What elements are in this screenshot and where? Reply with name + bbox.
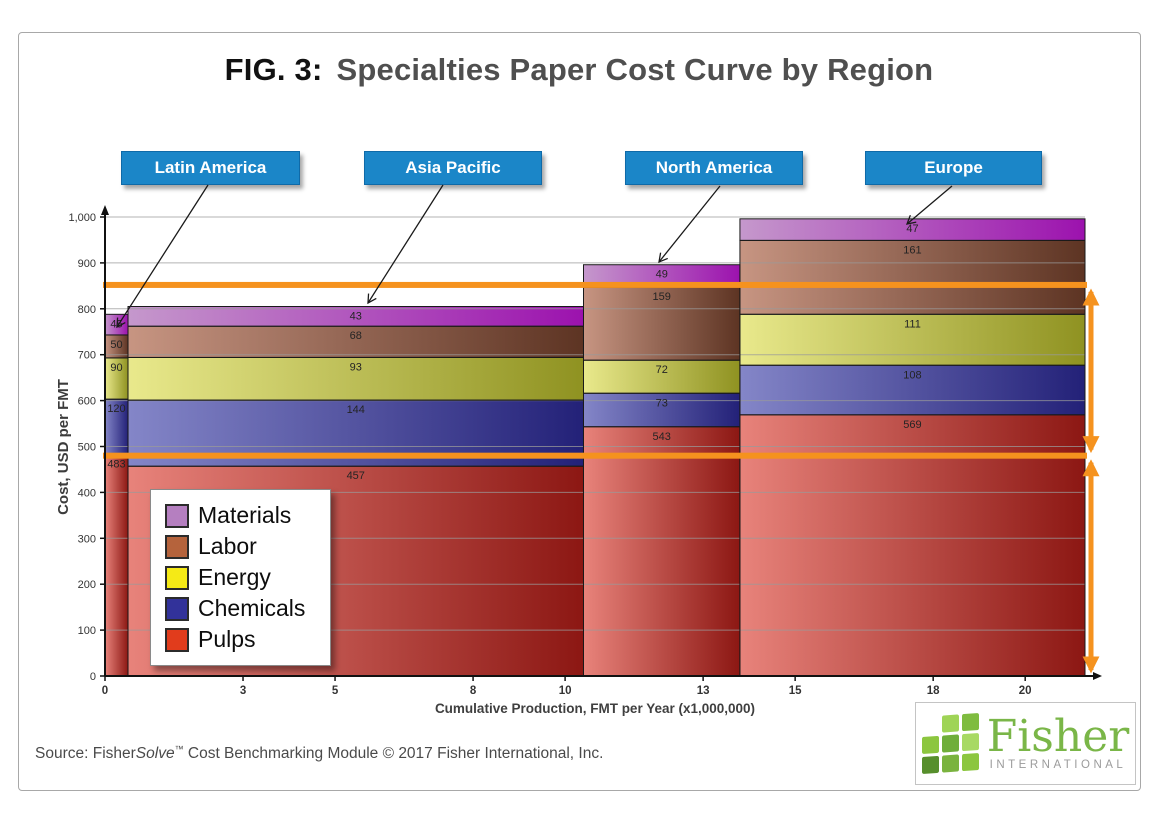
fisher-squares-icon bbox=[921, 713, 979, 774]
segment-value-label: 50 bbox=[110, 339, 122, 351]
y-tick-label: 500 bbox=[78, 442, 96, 454]
y-axis-title: Cost, USD per FMT bbox=[55, 379, 72, 515]
legend-item-labor: Labor bbox=[165, 531, 330, 562]
x-tick-label: 10 bbox=[559, 685, 572, 697]
bar-segment-labor bbox=[739, 240, 1085, 315]
segment-value-label: 93 bbox=[350, 361, 362, 373]
segment-value-label: 161 bbox=[903, 244, 921, 256]
x-tick-label: 0 bbox=[102, 685, 108, 697]
bar-segment-materials bbox=[583, 264, 740, 288]
bar-segment-energy bbox=[105, 357, 129, 400]
x-tick-label: 20 bbox=[1019, 685, 1032, 697]
y-tick-label: 900 bbox=[78, 258, 96, 270]
legend-item-chemicals: Chemicals bbox=[165, 593, 330, 624]
benchmark-hline bbox=[103, 452, 1087, 459]
bar-segment-pulps bbox=[583, 426, 740, 676]
x-axis-title: Cumulative Production, FMT per Year (x1,… bbox=[435, 701, 755, 716]
fisher-international-logo: Fisher INTERNATIONAL bbox=[915, 702, 1136, 785]
figure-title-text: Specialties Paper Cost Curve by Region bbox=[336, 52, 934, 87]
bar-segment-energy bbox=[583, 360, 740, 394]
segment-value-label: 108 bbox=[903, 369, 921, 381]
bar-segment-energy bbox=[128, 357, 584, 401]
logo-square bbox=[941, 754, 959, 773]
logo-square bbox=[961, 753, 979, 772]
callout-europe: Europe bbox=[865, 151, 1042, 185]
callout-latin-america: Latin America bbox=[121, 151, 300, 185]
segment-value-label: 68 bbox=[350, 330, 362, 342]
bar-segment-pulps bbox=[105, 454, 129, 676]
logo-square bbox=[961, 733, 979, 752]
callout-arrow-latin-america bbox=[116, 184, 209, 329]
chemicals-swatch-icon bbox=[165, 596, 189, 621]
y-tick-label: 0 bbox=[90, 671, 96, 683]
y-tick-label: 300 bbox=[78, 533, 96, 545]
labor-swatch-icon bbox=[165, 534, 189, 559]
logo-square bbox=[941, 714, 959, 733]
segment-value-label: 72 bbox=[656, 364, 668, 376]
segment-value-label: 47 bbox=[906, 223, 918, 235]
callout-north-america: North America bbox=[625, 151, 803, 185]
segment-value-label: 111 bbox=[904, 318, 921, 330]
callout-arrow-europe bbox=[905, 185, 953, 225]
materials-swatch-icon bbox=[165, 503, 189, 528]
segment-value-label: 159 bbox=[653, 291, 671, 303]
segment-value-label: 90 bbox=[110, 362, 122, 374]
bar-segment-chemicals bbox=[739, 365, 1085, 415]
bar-segment-labor bbox=[583, 287, 740, 361]
callout-arrow-asia-pacific bbox=[367, 184, 444, 305]
logo-square bbox=[921, 755, 939, 774]
logo-subtitle: INTERNATIONAL bbox=[989, 758, 1127, 771]
y-tick-label: 600 bbox=[78, 396, 96, 408]
segment-value-label: 569 bbox=[903, 419, 921, 431]
chart-legend: Materials Labor Energy Chemicals Pulps bbox=[150, 489, 331, 666]
y-axis-arrow-icon bbox=[101, 205, 109, 215]
segment-value-label: 43 bbox=[350, 311, 362, 323]
source-attribution: Source: FisherSolve™ Cost Benchmarking M… bbox=[35, 744, 604, 763]
bar-segment-chemicals bbox=[105, 399, 129, 455]
bar-segment-energy bbox=[739, 314, 1085, 366]
figure-number: FIG. 3: bbox=[224, 52, 323, 87]
legend-item-materials: Materials bbox=[165, 500, 330, 531]
legend-item-energy: Energy bbox=[165, 562, 330, 593]
segment-value-label: 483 bbox=[107, 458, 125, 470]
bar-segment-labor bbox=[128, 326, 584, 358]
y-tick-label: 200 bbox=[78, 579, 96, 591]
logo-square bbox=[961, 713, 979, 732]
bar-segment-chemicals bbox=[583, 393, 740, 427]
y-tick-label: 1,000 bbox=[68, 212, 96, 224]
logo-wordmark: Fisher bbox=[986, 710, 1130, 762]
logo-square bbox=[921, 735, 939, 754]
y-tick-label: 800 bbox=[78, 304, 96, 316]
pulps-swatch-icon bbox=[165, 627, 189, 652]
segment-value-label: 543 bbox=[653, 431, 671, 443]
x-tick-label: 3 bbox=[240, 685, 246, 697]
x-tick-label: 5 bbox=[332, 685, 339, 697]
segment-value-label: 144 bbox=[347, 404, 365, 416]
x-axis-arrow-icon bbox=[1093, 672, 1102, 680]
figure-title: FIG. 3: Specialties Paper Cost Curve by R… bbox=[18, 52, 1140, 88]
legend-item-pulps: Pulps bbox=[165, 624, 330, 655]
y-tick-label: 100 bbox=[78, 625, 96, 637]
logo-square bbox=[941, 734, 959, 753]
segment-value-label: 120 bbox=[107, 403, 125, 415]
energy-swatch-icon bbox=[165, 565, 189, 590]
x-tick-label: 15 bbox=[789, 685, 802, 697]
segment-value-label: 457 bbox=[347, 470, 365, 482]
benchmark-hline bbox=[103, 281, 1087, 288]
y-tick-label: 400 bbox=[78, 487, 96, 499]
bar-segment-materials bbox=[739, 218, 1085, 241]
x-tick-label: 18 bbox=[927, 685, 940, 697]
bar-segment-labor bbox=[105, 334, 129, 358]
y-tick-label: 700 bbox=[78, 350, 96, 362]
callout-arrow-north-america bbox=[658, 185, 721, 264]
segment-value-label: 49 bbox=[656, 269, 668, 281]
segment-value-label: 73 bbox=[656, 397, 668, 409]
x-tick-label: 13 bbox=[697, 685, 710, 697]
x-tick-label: 8 bbox=[470, 685, 477, 697]
bar-segment-materials bbox=[128, 306, 584, 327]
callout-asia-pacific: Asia Pacific bbox=[364, 151, 542, 185]
